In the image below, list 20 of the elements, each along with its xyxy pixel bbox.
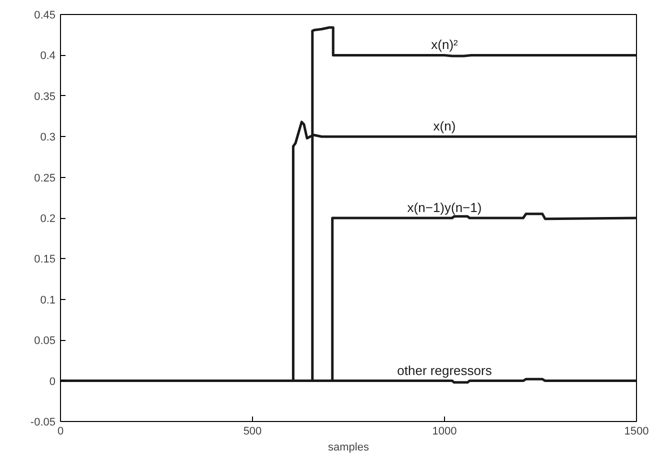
series-label: other regressors — [397, 362, 492, 378]
y-tick-label: 0.15 — [34, 254, 56, 266]
y-tick-label: 0.1 — [40, 294, 56, 306]
y-tick-label: 0.35 — [34, 90, 56, 103]
x-tick-label: 500 — [243, 426, 262, 438]
series-label: x(n−1)y(n−1) — [407, 200, 482, 215]
y-tick-label: 0.2 — [40, 213, 56, 225]
y-tick-label: 0.05 — [34, 335, 56, 348]
series-label: x(n) — [433, 118, 456, 134]
y-tick-label: 0 — [49, 376, 56, 388]
x-axis-title: samples — [328, 442, 370, 454]
x-tick-label: 1000 — [432, 426, 457, 438]
y-tick-label: 0.25 — [34, 172, 56, 184]
series-label: x(n)² — [431, 37, 459, 52]
y-tick-label: 0.45 — [34, 10, 56, 22]
y-tick-label: -0.05 — [30, 416, 56, 428]
y-tick-label: 0.4 — [40, 50, 56, 62]
x-tick-label: 0 — [57, 426, 64, 438]
x-tick-label: 1500 — [624, 426, 649, 438]
y-tick-label: 0.3 — [40, 132, 56, 144]
